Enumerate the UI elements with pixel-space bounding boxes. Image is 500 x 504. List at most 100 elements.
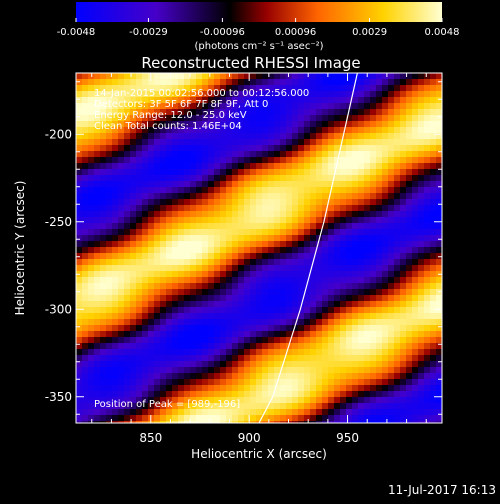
heatmap-cell — [112, 73, 119, 80]
heatmap-cell — [418, 121, 425, 128]
heatmap-cell — [424, 367, 431, 374]
heatmap-cell — [136, 289, 143, 296]
heatmap-cell — [292, 265, 299, 272]
heatmap-cell — [172, 307, 179, 314]
heatmap-cell — [178, 175, 185, 182]
heatmap-cell — [154, 361, 161, 368]
heatmap-cell — [328, 409, 335, 416]
heatmap-cell — [280, 313, 287, 320]
heatmap-cell — [202, 103, 209, 110]
heatmap-cell — [310, 265, 317, 272]
heatmap-cell — [214, 241, 221, 248]
heatmap-cell — [142, 217, 149, 224]
heatmap-cell — [424, 313, 431, 320]
heatmap-cell — [220, 397, 227, 404]
heatmap-cell — [136, 343, 143, 350]
heatmap-cell — [220, 229, 227, 236]
heatmap-cell — [370, 331, 377, 338]
heatmap-cell — [238, 259, 245, 266]
heatmap-cell — [436, 73, 442, 80]
heatmap-cell — [400, 379, 407, 386]
heatmap-cell — [346, 421, 353, 423]
heatmap-cell — [304, 421, 311, 423]
heatmap-cell — [226, 283, 233, 290]
heatmap-cell — [364, 289, 371, 296]
heatmap-cell — [340, 229, 347, 236]
heatmap-cell — [94, 295, 101, 302]
heatmap-cell — [268, 241, 275, 248]
heatmap-cell — [376, 133, 383, 140]
heatmap-cell — [400, 277, 407, 284]
heatmap-cell — [76, 409, 83, 416]
heatmap-cell — [292, 211, 299, 218]
heatmap-cell — [220, 205, 227, 212]
heatmap-cell — [166, 259, 173, 266]
heatmap-cell — [184, 361, 191, 368]
heatmap-cell — [352, 103, 359, 110]
heatmap-cell — [136, 211, 143, 218]
heatmap-cell — [370, 85, 377, 92]
heatmap-cell — [196, 355, 203, 362]
heatmap-cell — [334, 319, 341, 326]
heatmap-cell — [76, 373, 83, 380]
heatmap-cell — [370, 103, 377, 110]
heatmap-cell — [154, 415, 161, 422]
heatmap-cell — [214, 271, 221, 278]
heatmap-cell — [100, 187, 107, 194]
heatmap-cell — [352, 85, 359, 92]
heatmap-cell — [94, 415, 101, 422]
heatmap-cell — [190, 229, 197, 236]
heatmap-cell — [358, 319, 365, 326]
heatmap-cell — [292, 85, 299, 92]
heatmap-cell — [118, 91, 125, 98]
heatmap-cell — [424, 409, 431, 416]
heatmap-cell — [130, 319, 137, 326]
heatmap-cell — [226, 301, 233, 308]
colorbar-unit-label: (photons cm⁻² s⁻¹ asec⁻²) — [194, 41, 323, 52]
heatmap-cell — [160, 331, 167, 338]
heatmap-cell — [160, 205, 167, 212]
heatmap-cell — [226, 79, 233, 86]
heatmap-cell — [310, 139, 317, 146]
heatmap-cell — [166, 211, 173, 218]
heatmap-cell — [358, 337, 365, 344]
heatmap-cell — [274, 283, 281, 290]
heatmap-cell — [304, 331, 311, 338]
heatmap-cell — [388, 403, 395, 410]
heatmap-cell — [118, 271, 125, 278]
heatmap-cell — [412, 169, 419, 176]
heatmap-cell — [136, 139, 143, 146]
heatmap-cell — [298, 145, 305, 152]
heatmap-cell — [406, 235, 413, 242]
heatmap-cell — [430, 415, 437, 422]
heatmap-cell — [214, 133, 221, 140]
heatmap-cell — [352, 259, 359, 266]
heatmap-cell — [388, 289, 395, 296]
heatmap-cell — [220, 355, 227, 362]
heatmap-cell — [424, 343, 431, 350]
heatmap-cell — [322, 349, 329, 356]
heatmap-cell — [196, 409, 203, 416]
heatmap-cell — [424, 97, 431, 104]
heatmap-cell — [244, 379, 251, 386]
heatmap-cell — [280, 259, 287, 266]
heatmap-cell — [400, 391, 407, 398]
heatmap-cell — [100, 169, 107, 176]
heatmap-cell — [256, 205, 263, 212]
heatmap-cell — [160, 241, 167, 248]
heatmap-cell — [166, 265, 173, 272]
heatmap-cell — [220, 325, 227, 332]
heatmap-cell — [322, 409, 329, 416]
colorbar — [76, 2, 442, 22]
heatmap-cell — [184, 283, 191, 290]
heatmap-cell — [82, 109, 89, 116]
heatmap-cell — [184, 301, 191, 308]
heatmap-cell — [94, 355, 101, 362]
heatmap-cell — [418, 331, 425, 338]
heatmap-cell — [364, 397, 371, 404]
heatmap-cell — [232, 307, 239, 314]
heatmap-cell — [370, 319, 377, 326]
heatmap-cell — [412, 127, 419, 134]
heatmap-cell — [430, 139, 437, 146]
heatmap-cell — [142, 349, 149, 356]
